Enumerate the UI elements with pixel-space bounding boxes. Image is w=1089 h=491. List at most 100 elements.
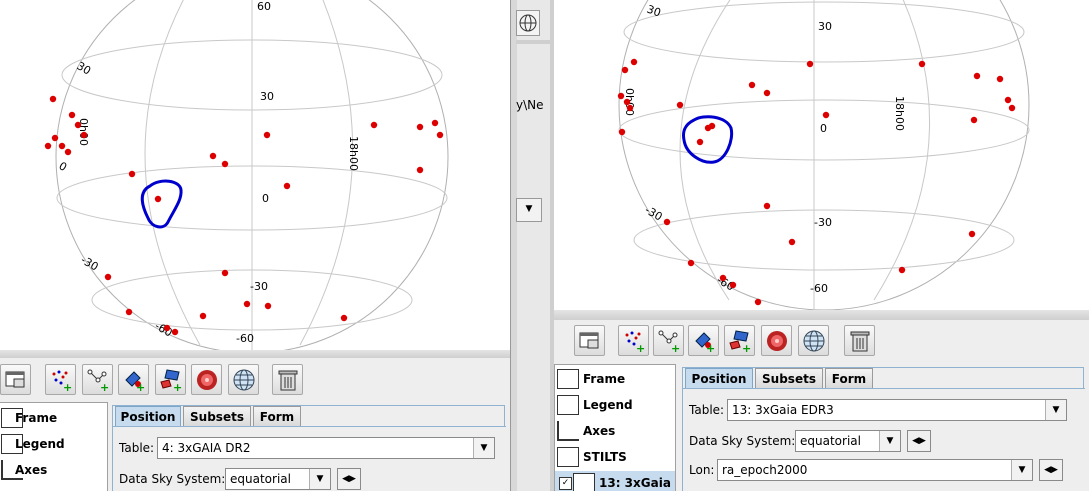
right-add-area-button[interactable]: + <box>724 325 755 356</box>
left-sky-plot-svg: 60 30 30 0 0 -30 -30 -60 -60 0h00 18h00 <box>44 0 449 350</box>
data-point <box>436 131 444 139</box>
right-data-points <box>617 58 1016 306</box>
left-delete-layer-button[interactable] <box>272 364 303 395</box>
middle-globe-button[interactable] <box>516 10 540 36</box>
right-tab-subsets[interactable]: Subsets <box>755 368 823 388</box>
right-lon-stepper[interactable]: ◀▶ <box>1039 459 1063 481</box>
right-lat-label-0: 0 <box>820 122 827 135</box>
data-point <box>80 131 88 139</box>
data-point <box>416 123 424 131</box>
svg-text:+: + <box>706 342 715 353</box>
right-layer-form: Position Subsets Form Table: 13: 3xGaia … <box>682 367 1085 491</box>
middle-combo-fragment[interactable]: ▼ <box>516 198 542 222</box>
left-tab-form[interactable]: Form <box>253 406 301 426</box>
data-point <box>623 98 631 106</box>
data-point <box>154 195 162 203</box>
right-add-skygrid-button[interactable] <box>798 325 829 356</box>
left-sky-system-stepper[interactable]: ◀▶ <box>337 468 361 490</box>
data-point <box>51 134 59 142</box>
data-point <box>898 266 906 274</box>
left-add-area-button[interactable]: + <box>155 364 186 395</box>
right-sky-system-stepper[interactable]: ◀▶ <box>907 430 931 452</box>
left-plot-window: 60 30 30 0 0 -30 -30 -60 -60 0h00 18h00 … <box>0 0 510 491</box>
density-layer-icon <box>767 331 787 351</box>
right-frame-window-button[interactable] <box>574 325 605 356</box>
left-tab-subsets[interactable]: Subsets <box>183 406 251 426</box>
left-selection-outline[interactable] <box>140 179 183 229</box>
left-splitter[interactable] <box>0 350 510 358</box>
data-point <box>431 119 439 127</box>
right-table-select[interactable]: 13: 3xGaia EDR3 ▼ <box>727 399 1067 421</box>
right-splitter[interactable] <box>554 310 1089 320</box>
data-point <box>125 308 133 316</box>
left-sky-system-select[interactable]: equatorial ▼ <box>225 468 331 490</box>
legend-icon <box>1 434 23 454</box>
right-layer-list: Frame Legend Axes STILTS ✓ 13: 3xGaia <box>554 364 676 491</box>
right-list-item-layer-13[interactable]: ✓ 13: 3xGaia <box>555 471 675 491</box>
data-point <box>618 128 626 136</box>
middle-left-border <box>510 0 517 491</box>
data-point <box>340 314 348 322</box>
area-layer-icon: + <box>160 369 182 392</box>
right-tab-position[interactable]: Position <box>685 368 753 388</box>
data-point <box>970 116 978 124</box>
right-lon-select[interactable]: ra_epoch2000 ▼ <box>717 459 1033 481</box>
right-add-pair-button[interactable]: + <box>653 325 684 356</box>
right-lon-label-18h: 18h00 <box>893 96 906 131</box>
data-point <box>49 95 57 103</box>
data-point <box>370 121 378 129</box>
data-point <box>171 328 179 336</box>
middle-window-strip: y\Ne ▼ <box>510 0 554 491</box>
right-table-label: Table: <box>689 403 725 417</box>
right-selection-outline[interactable] <box>682 115 734 164</box>
right-sky-system-select[interactable]: equatorial ▼ <box>795 430 901 452</box>
data-point <box>221 269 229 277</box>
data-point <box>676 101 684 109</box>
data-point <box>283 182 291 190</box>
left-table-label: Table: <box>119 441 155 455</box>
left-lat-label-m30b: -30 <box>250 280 268 293</box>
data-point <box>199 312 207 320</box>
left-lat-label-m30a: -30 <box>79 253 101 273</box>
left-add-mark-button[interactable]: + <box>118 364 149 395</box>
delete-icon <box>850 331 870 352</box>
left-add-density-button[interactable] <box>191 364 222 395</box>
right-tab-form[interactable]: Form <box>825 368 873 388</box>
chevron-down-icon: ▼ <box>1011 460 1032 480</box>
right-add-scatter-button[interactable]: + <box>618 325 649 356</box>
left-add-skygrid-button[interactable] <box>228 364 259 395</box>
svg-text:+: + <box>636 342 645 353</box>
layer-visible-checkbox[interactable]: ✓ <box>559 477 572 490</box>
right-sky-plot[interactable]: 30 30 0 -30 -30 -60 -60 0h00 18h00 <box>554 0 1089 310</box>
left-frame-window-button[interactable] <box>0 364 31 395</box>
chevron-down-icon: ▼ <box>879 431 900 451</box>
left-sky-plot[interactable]: 60 30 30 0 0 -30 -30 -60 -60 0h00 18h00 <box>0 0 510 350</box>
middle-text-fragment: y\Ne <box>516 98 544 112</box>
data-point <box>996 75 1004 83</box>
left-add-pair-button[interactable]: + <box>82 364 113 395</box>
data-point <box>74 121 82 129</box>
data-point <box>264 302 272 310</box>
data-point <box>763 202 771 210</box>
left-lat-label-0b: 0 <box>262 192 269 205</box>
delete-icon <box>278 370 298 391</box>
stilts-icon <box>557 447 579 467</box>
right-layer-toolbar: + + + + <box>554 323 1089 357</box>
frame-window-icon <box>579 332 599 349</box>
left-lat-label-30a: 30 <box>75 59 94 77</box>
right-add-density-button[interactable] <box>761 325 792 356</box>
left-tab-position[interactable]: Position <box>115 406 181 426</box>
left-table-select[interactable]: 4: 3xGAIA DR2 ▼ <box>157 437 495 459</box>
data-point <box>44 142 52 150</box>
left-add-scatter-button[interactable]: + <box>45 364 76 395</box>
right-plot-window: 30 30 0 -30 -30 -60 -60 0h00 18h00 + + +… <box>554 0 1089 491</box>
data-point <box>209 152 217 160</box>
right-delete-layer-button[interactable] <box>844 325 875 356</box>
mark-layer-icon: + <box>125 371 145 392</box>
data-point <box>822 111 830 119</box>
data-point <box>719 274 727 282</box>
data-point <box>729 281 737 289</box>
right-add-mark-button[interactable]: + <box>688 325 719 356</box>
data-point <box>763 89 771 97</box>
right-form-body: Table: 13: 3xGaia EDR3 ▼ Data Sky System:… <box>683 388 1085 491</box>
